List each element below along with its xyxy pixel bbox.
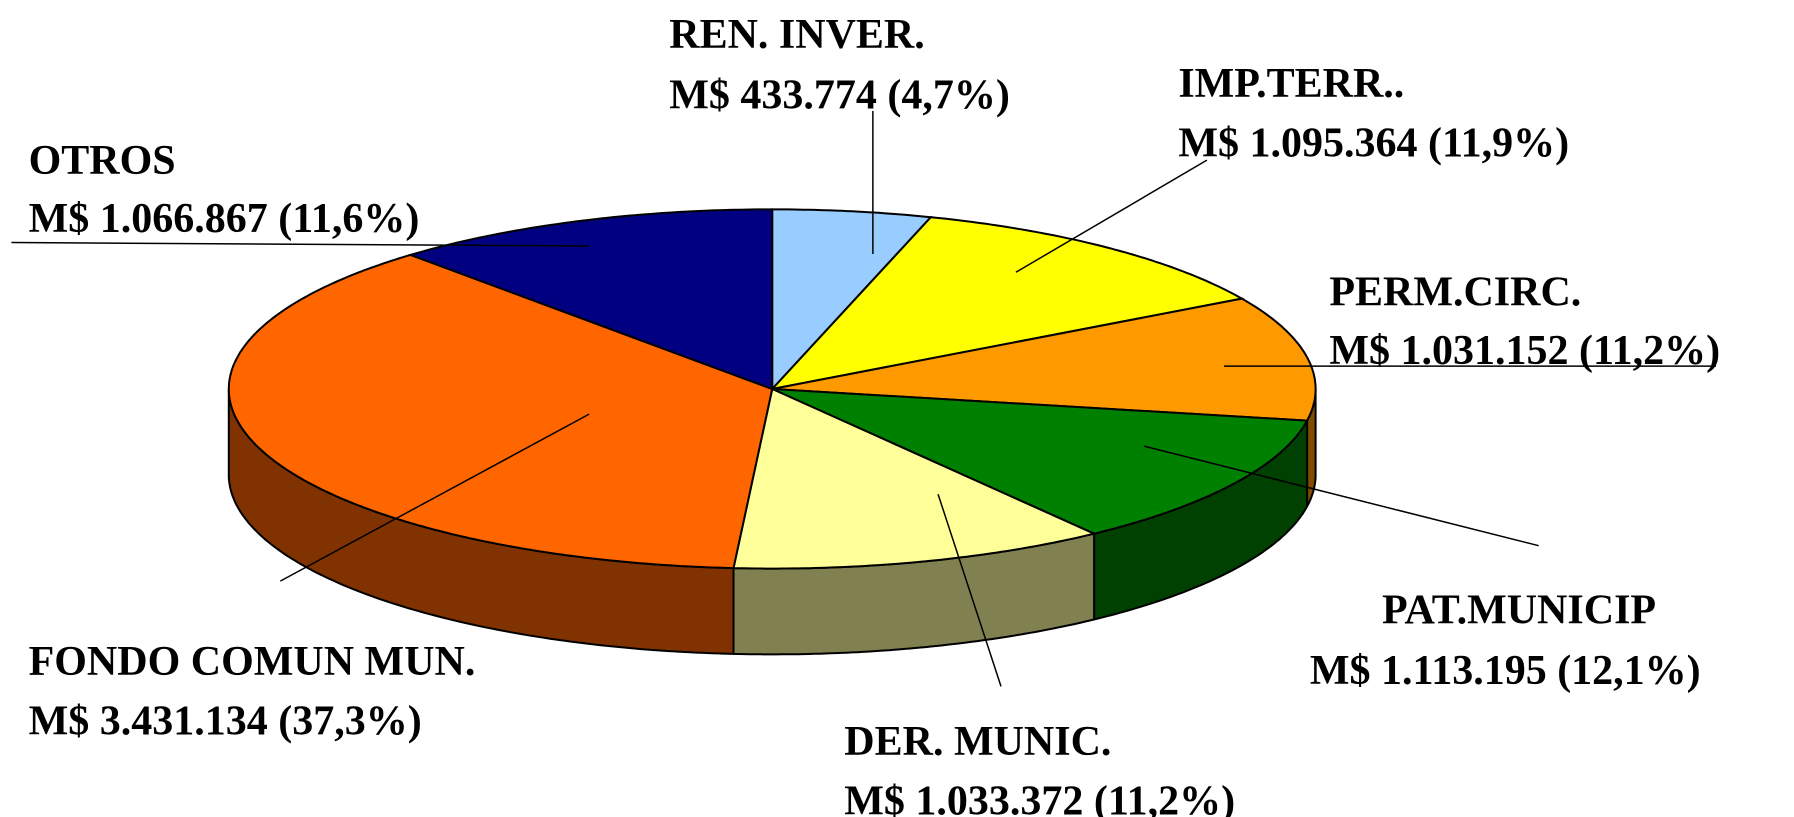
- slice-label: PERM.CIRC.: [1329, 269, 1581, 315]
- pie-slice: [772, 297, 1317, 422]
- slice-label: PAT.MUNICIP: [1382, 587, 1656, 633]
- slice-label: OTROS: [29, 138, 176, 184]
- pie-slice: [769, 216, 1245, 391]
- pie-slice: [407, 208, 774, 391]
- value-label: M$ 1.031.152 (11,2%): [1329, 328, 1720, 374]
- leader-line: [1015, 159, 1208, 273]
- slice-label: DER. MUNIC.: [844, 719, 1111, 765]
- leader-line: [937, 493, 1002, 687]
- value-label: M$ 1.113.195 (12,1%): [1310, 648, 1701, 694]
- slice-label: REN. INVER.: [669, 12, 925, 58]
- slice-label: FONDO COMUN MUN.: [29, 639, 476, 685]
- pie-slice: [227, 253, 774, 570]
- value-label: M$ 1.095.364 (11,9%): [1178, 121, 1569, 167]
- value-label: M$ 1.033.372 (11,2%): [844, 779, 1235, 817]
- value-label: M$ 3.431.134 (37,3%): [29, 698, 422, 744]
- leader-line: [1143, 445, 1539, 547]
- pie-slice: [771, 388, 1309, 535]
- pie-slice: [771, 208, 933, 392]
- leader-line: [279, 413, 590, 582]
- leader-line: [11, 241, 590, 247]
- value-label: M$ 1.066.867 (11,6%): [29, 196, 420, 242]
- slice-label: IMP.TERR..: [1178, 61, 1404, 107]
- pie-slice: [732, 387, 1098, 570]
- value-label: M$ 433.774 (4,7%): [669, 73, 1010, 119]
